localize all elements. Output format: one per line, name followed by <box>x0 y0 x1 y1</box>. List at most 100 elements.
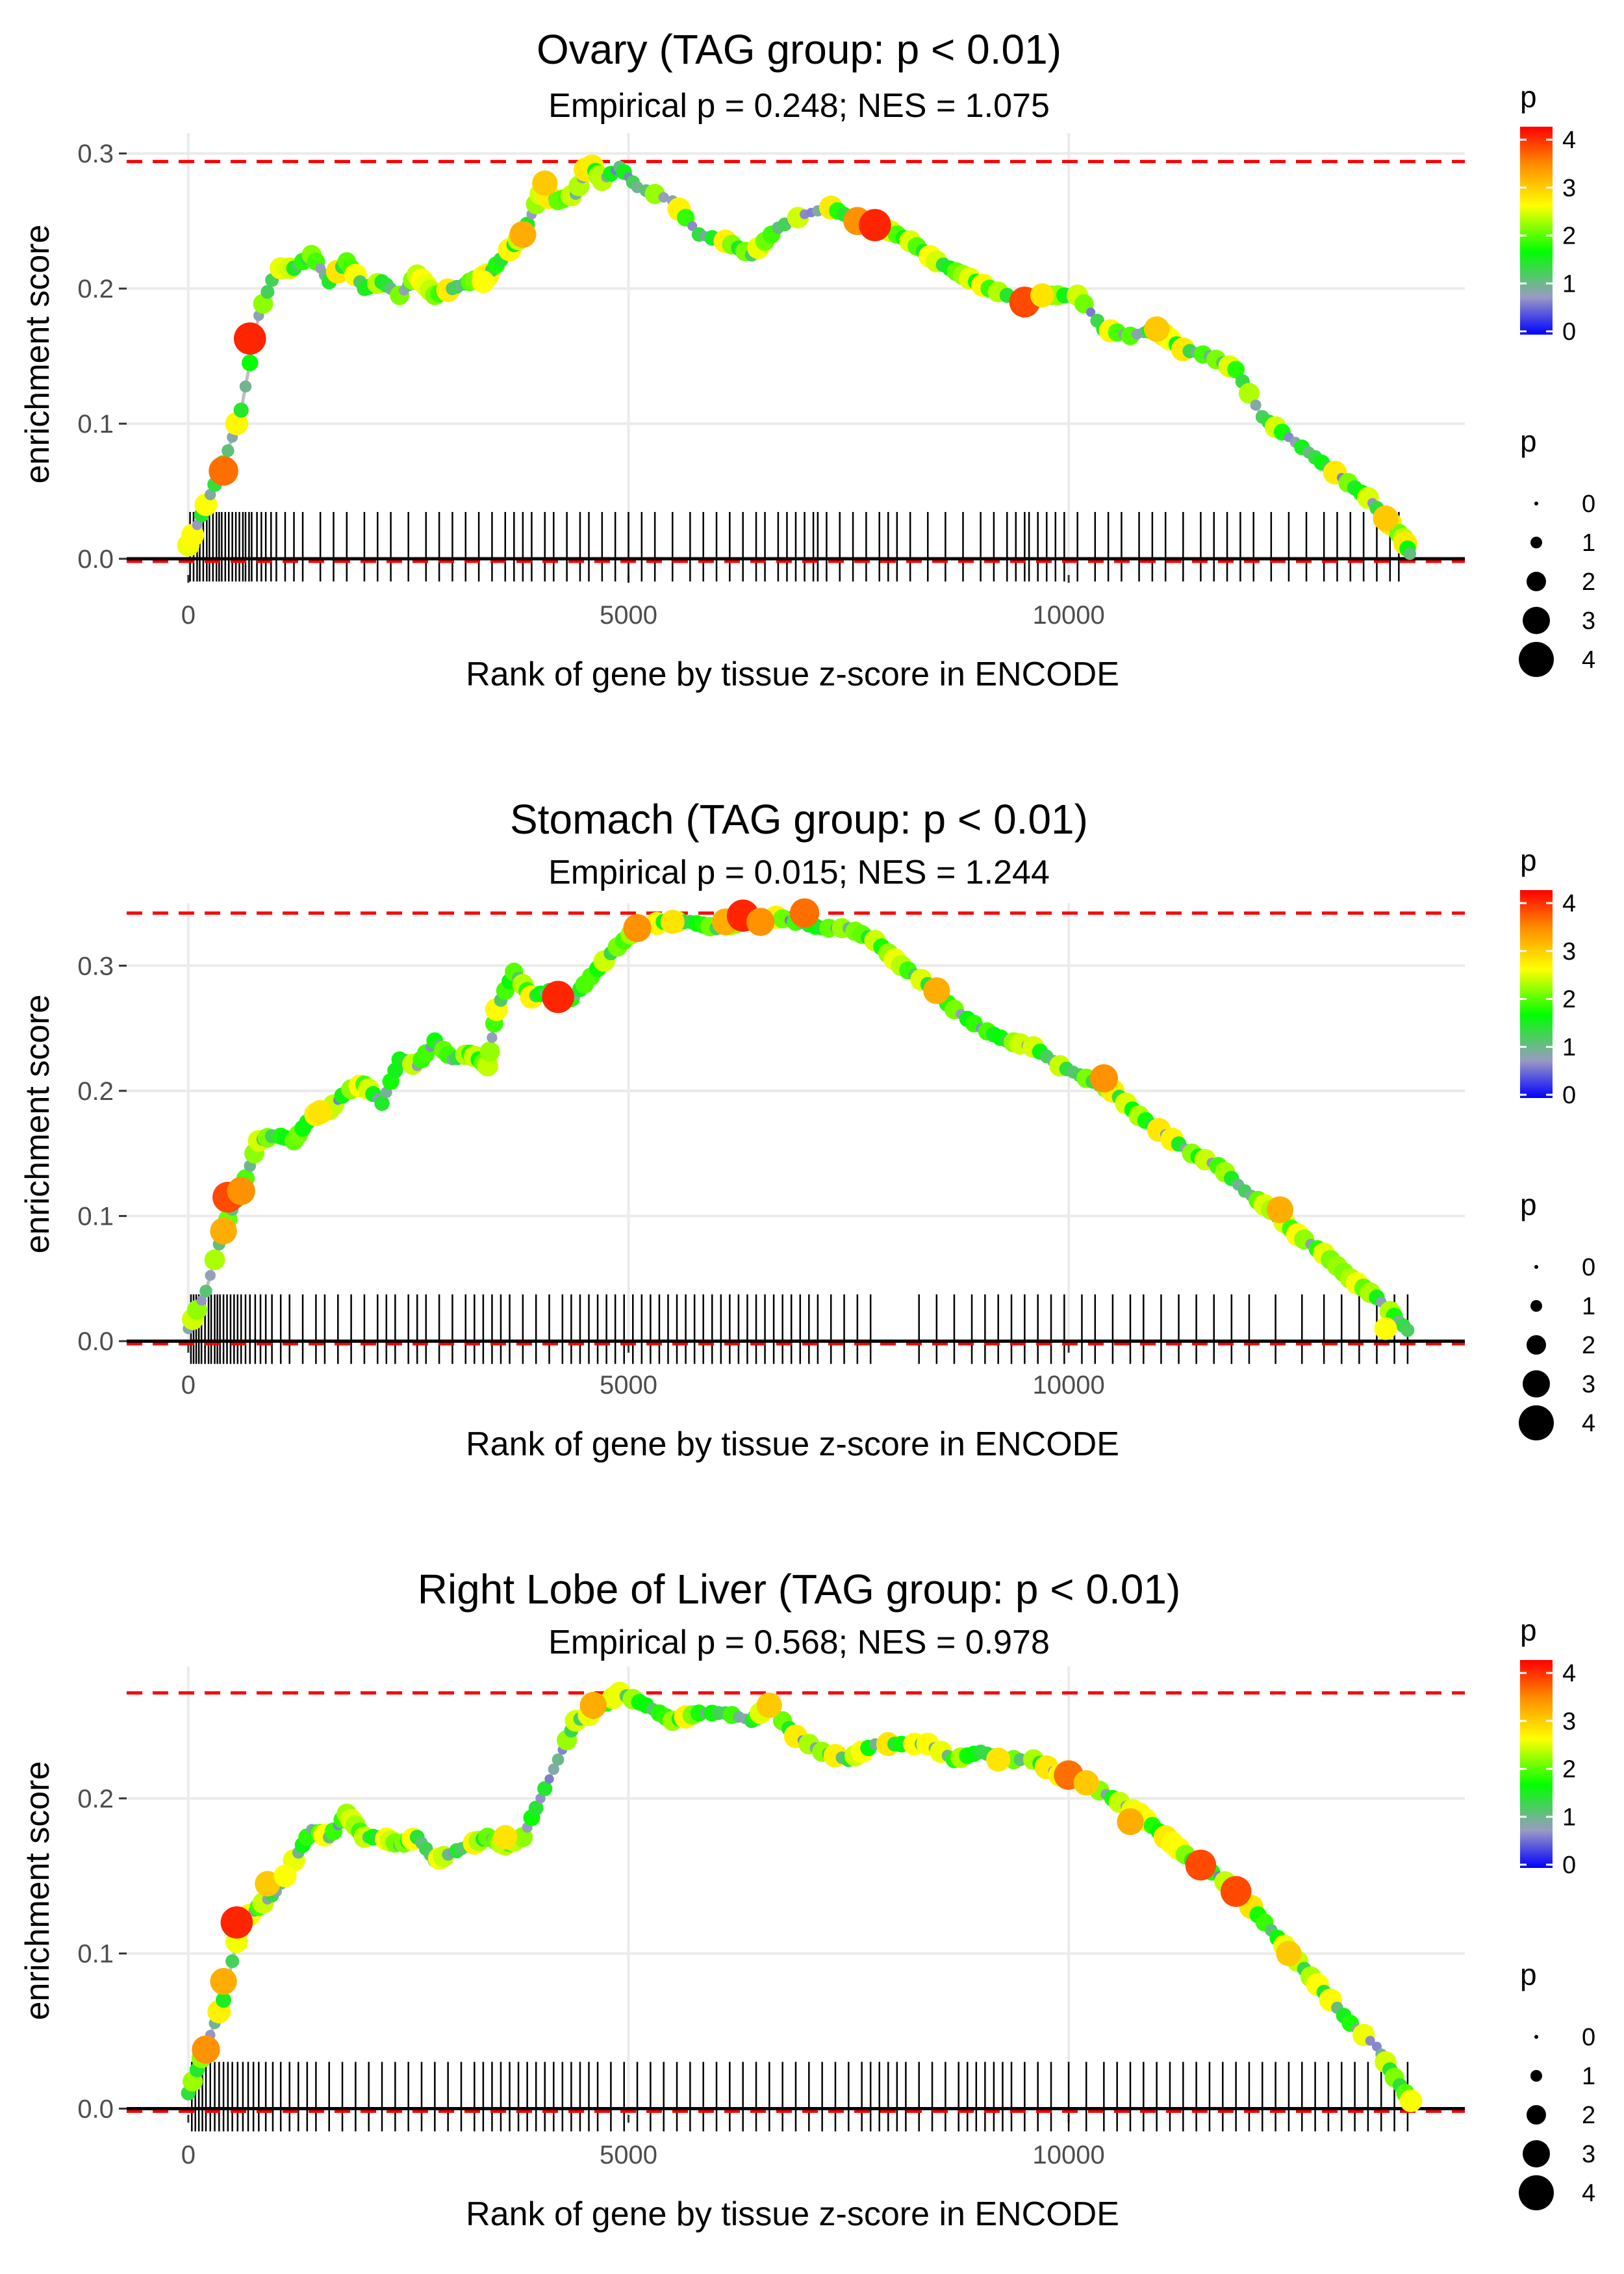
size-legend-label: 0 <box>1582 2024 1595 2051</box>
size-legend-key <box>1523 2140 1550 2167</box>
size-legend-label: 3 <box>1582 1371 1595 1398</box>
size-legend-key <box>1530 2070 1542 2082</box>
enrichment-point-high <box>579 1692 607 1719</box>
y-tick-label: 0.2 <box>77 1077 114 1106</box>
enrichment-point-high <box>493 1825 518 1850</box>
enrichment-point-high <box>756 1693 782 1718</box>
enrichment-point-high <box>233 322 266 355</box>
enrichment-point <box>548 1763 559 1775</box>
x-axis-title: Rank of gene by tissue z-score in ENCODE <box>466 1425 1119 1463</box>
size-legend-title: p <box>1520 424 1537 458</box>
chart-title: Right Lobe of Liver (TAG group: p < 0.01… <box>418 1566 1181 1613</box>
enrichment-point-high <box>210 1968 237 1995</box>
enrichment-point-high <box>623 913 652 943</box>
enrichment-point-high <box>542 980 574 1014</box>
size-legend-key <box>1527 2105 1546 2125</box>
enrichment-point <box>1085 307 1096 317</box>
color-bar <box>1520 1660 1553 1868</box>
size-legend-key <box>1534 2035 1538 2039</box>
enrichment-point-high <box>210 1218 237 1245</box>
enrichment-point-high <box>1089 1064 1119 1093</box>
panel-1: Ovary (TAG group: p < 0.01) Empirical p =… <box>19 26 1595 693</box>
x-tick-label: 0 <box>181 1371 196 1399</box>
chart-title: Ovary (TAG group: p < 0.01) <box>537 26 1061 73</box>
size-legend-label: 2 <box>1582 1332 1595 1359</box>
enrichment-point <box>216 1992 232 2008</box>
size-legend-label: 1 <box>1582 2063 1595 2090</box>
size-legend-label: 2 <box>1582 568 1595 596</box>
enrichment-point <box>225 1954 240 1969</box>
panel-2: Stomach (TAG group: p < 0.01) Empirical p… <box>19 796 1595 1463</box>
x-tick-label: 10000 <box>1033 2141 1105 2169</box>
y-tick-label: 0.0 <box>77 2095 114 2123</box>
enrichment-point <box>192 520 203 530</box>
enrichment-point <box>1238 383 1260 404</box>
x-tick-label: 5000 <box>600 1371 657 1399</box>
size-legend-label: 0 <box>1582 491 1595 518</box>
x-tick-label: 5000 <box>600 2141 657 2169</box>
enrichment-point <box>205 1270 216 1281</box>
y-tick-label: 0.0 <box>77 1327 114 1356</box>
enrichment-point-high <box>1144 316 1170 342</box>
size-legend-key <box>1530 537 1542 548</box>
enrichment-point-high <box>273 1864 297 1887</box>
enrichment-point <box>233 402 249 418</box>
chart-title: Stomach (TAG group: p < 0.01) <box>510 796 1088 843</box>
enrichment-point <box>1403 547 1417 560</box>
x-tick-label: 10000 <box>1033 1371 1105 1399</box>
size-legend-label: 1 <box>1582 530 1595 557</box>
size-legend-title: p <box>1520 1958 1537 1991</box>
y-axis-title: enrichment score <box>19 1761 57 2021</box>
enrichment-trace <box>186 913 1414 1336</box>
size-legend-key <box>1519 2175 1554 2210</box>
enrichment-point-high <box>1185 1849 1217 1881</box>
color-legend-label: 4 <box>1562 890 1576 917</box>
size-legend-key <box>1519 1405 1554 1440</box>
enrichment-point <box>479 1041 500 1062</box>
size-legend-label: 2 <box>1582 2102 1595 2129</box>
color-legend-label: 0 <box>1562 1082 1576 1109</box>
size-legend-key <box>1519 642 1554 677</box>
enrichment-point <box>658 192 669 203</box>
x-axis-title: Rank of gene by tissue z-score in ENCODE <box>466 2195 1119 2233</box>
color-legend-title: p <box>1520 1613 1537 1647</box>
enrichment-point <box>528 1800 544 1816</box>
enrichment-point-high <box>986 1747 1011 1772</box>
x-tick-label: 0 <box>181 2141 196 2169</box>
enrichment-point-high <box>1220 1876 1252 1907</box>
size-legend-title: p <box>1520 1188 1537 1221</box>
enrichment-point-high <box>192 2036 220 2064</box>
color-legend-label: 0 <box>1562 1852 1576 1879</box>
enrichment-point <box>225 412 249 435</box>
enrichment-point-high <box>509 221 537 248</box>
y-axis-title: enrichment score <box>19 225 57 484</box>
color-legend-label: 2 <box>1562 223 1576 250</box>
enrichment-point-high <box>227 1177 255 1205</box>
enrichment-point-high <box>472 270 495 294</box>
chart-subtitle: Empirical p = 0.568; NES = 0.978 <box>548 1624 1050 1661</box>
y-tick-label: 0.3 <box>77 952 114 980</box>
x-tick-label: 10000 <box>1033 601 1105 630</box>
color-legend-label: 4 <box>1562 127 1576 154</box>
size-legend-key <box>1534 502 1538 505</box>
enrichment-point-high <box>1117 1808 1144 1835</box>
size-legend-key <box>1534 1265 1538 1269</box>
color-bar <box>1520 890 1553 1098</box>
enrichment-point <box>260 285 275 299</box>
enrichment-point <box>687 221 698 231</box>
enrichment-point-high <box>1373 505 1399 531</box>
chart-subtitle: Empirical p = 0.248; NES = 1.075 <box>548 87 1050 125</box>
y-tick-label: 0.3 <box>77 140 114 168</box>
color-legend-label: 0 <box>1562 318 1576 346</box>
chart-subtitle: Empirical p = 0.015; NES = 1.244 <box>548 854 1050 891</box>
color-legend: p 0 1 2 3 4 <box>1520 1613 1576 1879</box>
enrichment-point <box>196 1295 207 1306</box>
y-tick-label: 0.1 <box>77 410 114 439</box>
enrichment-point <box>374 1095 390 1111</box>
enrichment-point <box>239 380 252 393</box>
size-legend: p 0 1 2 3 4 <box>1519 1188 1595 1440</box>
enrichment-point-high <box>308 1100 333 1125</box>
enrichment-point <box>241 354 259 372</box>
y-tick-label: 0.2 <box>77 275 114 303</box>
